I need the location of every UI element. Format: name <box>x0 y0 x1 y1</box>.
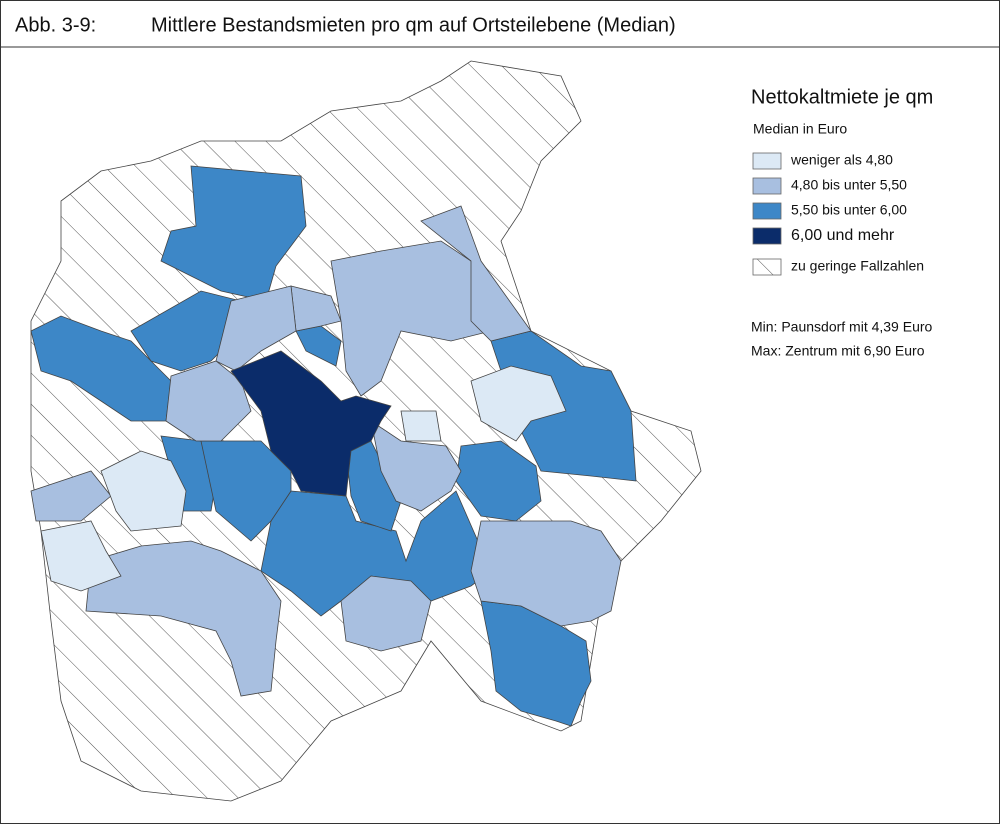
legend: Nettokaltmiete je qm Median in Euro weni… <box>751 86 933 358</box>
legend-swatch <box>752 177 782 195</box>
district <box>345 440 402 532</box>
district <box>470 365 567 442</box>
figure-title: Mittlere Bestandsmieten pro qm auf Ortst… <box>151 14 676 36</box>
figure-label: Abb. 3-9: <box>15 14 96 36</box>
district <box>470 520 622 627</box>
district-zentrum <box>230 350 392 497</box>
district <box>370 420 462 512</box>
district <box>40 520 122 592</box>
district <box>30 470 112 522</box>
legend-swatch <box>752 227 782 245</box>
map <box>30 60 702 802</box>
legend-swatch <box>752 258 782 276</box>
district <box>420 205 532 342</box>
legend-label: 6,00 und mehr <box>791 227 895 244</box>
legend-label: weniger als 4,80 <box>790 152 893 168</box>
legend-label: 4,80 bis unter 5,50 <box>791 177 907 193</box>
district <box>330 240 492 397</box>
legend-label: zu geringe Fallzahlen <box>791 258 924 274</box>
district <box>100 450 187 532</box>
district <box>400 410 442 442</box>
legend-label: 5,50 bis unter 6,00 <box>791 202 907 218</box>
legend-items: weniger als 4,80 4,80 bis unter 5,50 5,50 … <box>752 152 924 276</box>
legend-swatch <box>752 152 782 170</box>
district <box>200 440 292 542</box>
legend-title: Nettokaltmiete je qm <box>751 86 933 108</box>
note-max: Max: Zentrum mit 6,90 Euro <box>751 343 925 359</box>
district <box>455 440 542 522</box>
district <box>160 165 307 302</box>
district <box>165 360 252 442</box>
legend-swatch <box>752 202 782 220</box>
district <box>85 540 282 697</box>
legend-subtitle: Median in Euro <box>753 121 847 137</box>
note-min: Min: Paunsdorf mit 4,39 Euro <box>751 319 933 335</box>
district <box>340 575 432 652</box>
